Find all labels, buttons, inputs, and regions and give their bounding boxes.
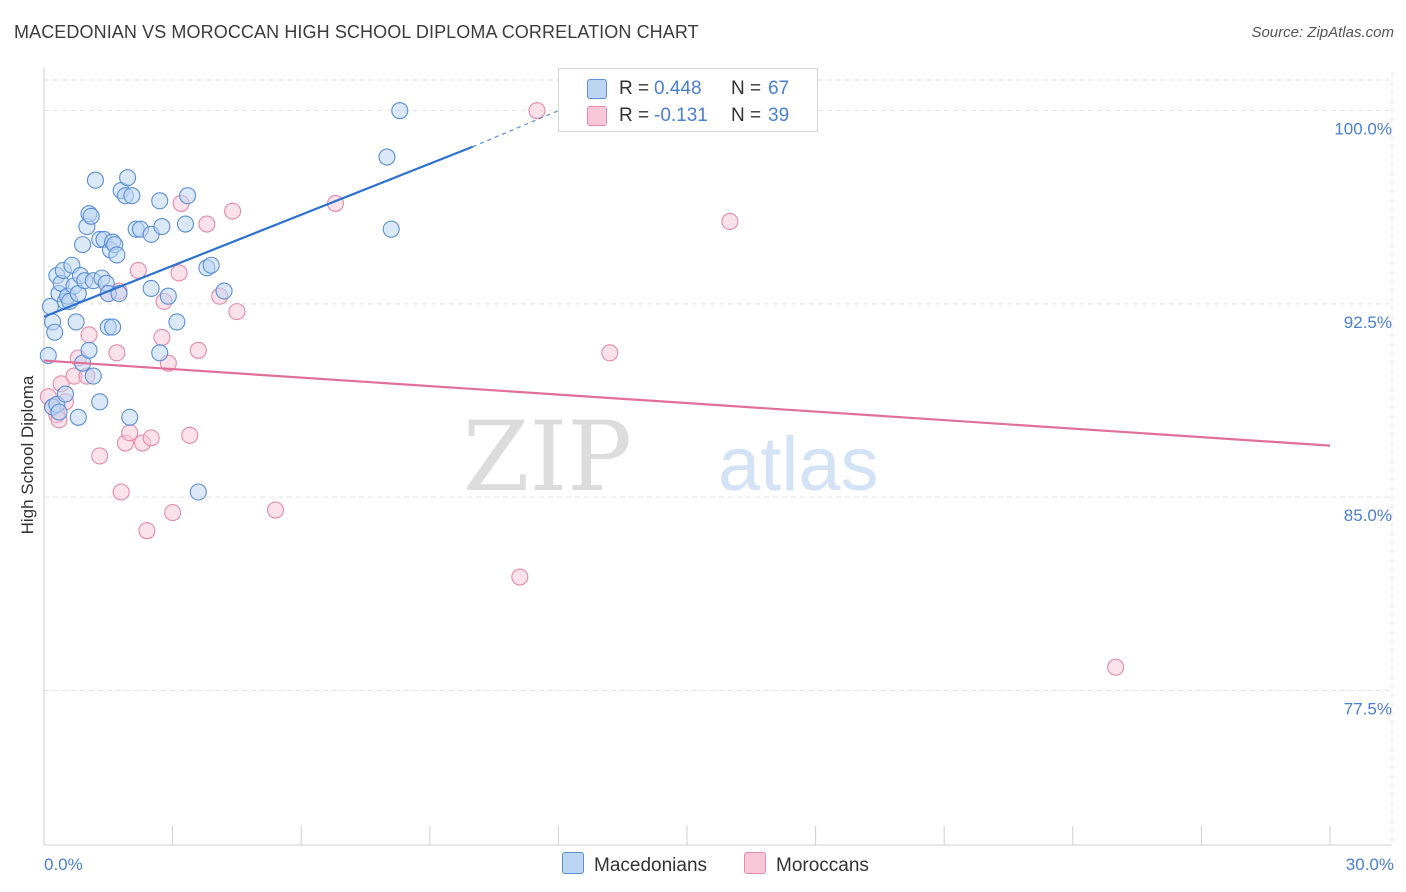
source-credit: Source: ZipAtlas.com bbox=[1251, 24, 1394, 41]
legend-blue-swatch bbox=[562, 852, 584, 874]
macedonian-point bbox=[215, 282, 233, 300]
n-label: N = bbox=[731, 105, 762, 126]
macedonian-point bbox=[121, 408, 139, 426]
macedonian-point bbox=[39, 346, 57, 364]
stats-row-macedonians: R = 0.448 N = 67 bbox=[559, 75, 817, 103]
n-label: N = bbox=[731, 78, 762, 99]
chart-title: MACEDONIAN VS MOROCCAN HIGH SCHOOL DIPLO… bbox=[14, 22, 699, 42]
legend-item-macedonians[interactable]: Macedonians bbox=[562, 852, 707, 877]
macedonian-point bbox=[159, 287, 177, 305]
stats-legend-box: R = 0.448 N = 67 R = -0.131 N = 39 bbox=[558, 68, 818, 132]
x-tick-label-min: 0.0% bbox=[44, 855, 83, 874]
axes bbox=[43, 68, 1392, 846]
watermark-atlas: atlas bbox=[718, 422, 879, 507]
moroccans-trend-line bbox=[43, 359, 1331, 447]
moroccan-point bbox=[189, 341, 207, 359]
trend-lines bbox=[43, 110, 1331, 447]
legend-label-macedonians: Macedonians bbox=[594, 855, 708, 876]
r-value: 0.448 bbox=[654, 78, 702, 99]
moroccan-point bbox=[1107, 658, 1125, 676]
macedonians-points bbox=[39, 102, 409, 501]
macedonian-point bbox=[189, 483, 207, 501]
macedonian-point bbox=[80, 341, 98, 359]
gridlines bbox=[44, 72, 1393, 845]
moroccan-point bbox=[721, 212, 739, 230]
watermark: ZIP atlas bbox=[463, 401, 879, 513]
macedonian-point bbox=[123, 187, 141, 205]
macedonian-point bbox=[46, 323, 64, 341]
moroccan-point bbox=[108, 344, 126, 362]
macedonian-point bbox=[153, 218, 171, 236]
macedonian-point bbox=[69, 408, 87, 426]
moroccan-point bbox=[91, 447, 109, 465]
macedonian-point bbox=[119, 169, 137, 187]
macedonian-point bbox=[151, 192, 169, 210]
moroccans-points bbox=[39, 102, 1125, 676]
pink-swatch bbox=[587, 106, 607, 126]
legend-item-moroccans[interactable]: Moroccans bbox=[744, 852, 869, 877]
macedonian-point bbox=[82, 207, 100, 225]
moroccan-point bbox=[601, 344, 619, 362]
macedonian-point bbox=[151, 344, 169, 362]
moroccan-point bbox=[170, 264, 188, 282]
moroccan-point bbox=[511, 568, 529, 586]
r-value: -0.131 bbox=[654, 105, 708, 126]
moroccan-point bbox=[80, 326, 98, 344]
watermark-zip: ZIP bbox=[463, 401, 632, 513]
n-value: 67 bbox=[768, 78, 790, 99]
macedonian-point bbox=[104, 318, 122, 336]
macedonian-point bbox=[176, 215, 195, 233]
moroccan-point bbox=[181, 426, 199, 444]
macedonian-point bbox=[67, 313, 85, 331]
y-tick-label: 100.0% bbox=[1334, 120, 1392, 139]
legend-pink-swatch bbox=[744, 852, 766, 874]
moroccan-point bbox=[121, 424, 139, 442]
macedonian-point bbox=[382, 220, 400, 238]
blue-swatch bbox=[587, 79, 607, 99]
r-label: R = bbox=[619, 78, 650, 99]
axis-tick-labels: 100.0% 92.5% 85.0% 77.5% 0.0% 30.0% bbox=[44, 120, 1394, 874]
macedonian-point bbox=[74, 236, 92, 254]
legend-label-moroccans: Moroccans bbox=[776, 855, 869, 876]
macedonian-point bbox=[108, 246, 126, 264]
y-tick-label: 85.0% bbox=[1344, 506, 1392, 525]
macedonians-trend-line bbox=[43, 145, 474, 318]
y-tick-label: 92.5% bbox=[1344, 313, 1392, 332]
x-tick-label-max: 30.0% bbox=[1346, 855, 1394, 874]
macedonian-point bbox=[391, 102, 409, 120]
legend: Macedonians Moroccans bbox=[0, 852, 1406, 878]
macedonian-point bbox=[91, 393, 109, 411]
macedonian-point bbox=[378, 148, 396, 166]
macedonians-trend-extension bbox=[472, 110, 559, 148]
moroccan-point bbox=[224, 202, 242, 220]
macedonian-point bbox=[168, 313, 186, 331]
stats-row-moroccans: R = -0.131 N = 39 bbox=[559, 102, 817, 130]
n-value: 39 bbox=[768, 105, 790, 126]
moroccan-point bbox=[198, 215, 216, 233]
moroccan-point bbox=[228, 303, 246, 321]
moroccan-point bbox=[266, 501, 285, 519]
macedonian-point bbox=[56, 385, 74, 403]
macedonian-point bbox=[179, 187, 197, 205]
macedonian-point bbox=[142, 279, 160, 297]
moroccan-point bbox=[112, 483, 130, 501]
macedonian-point bbox=[50, 403, 68, 421]
macedonian-point bbox=[86, 171, 104, 189]
moroccan-point bbox=[142, 429, 160, 447]
macedonian-point bbox=[84, 367, 102, 385]
y-tick-label: 77.5% bbox=[1344, 699, 1392, 718]
moroccan-point bbox=[138, 522, 156, 540]
r-label: R = bbox=[619, 105, 650, 126]
moroccan-point bbox=[153, 328, 171, 346]
moroccan-point bbox=[164, 504, 182, 522]
moroccan-point bbox=[528, 102, 546, 120]
macedonian-point bbox=[202, 256, 220, 274]
